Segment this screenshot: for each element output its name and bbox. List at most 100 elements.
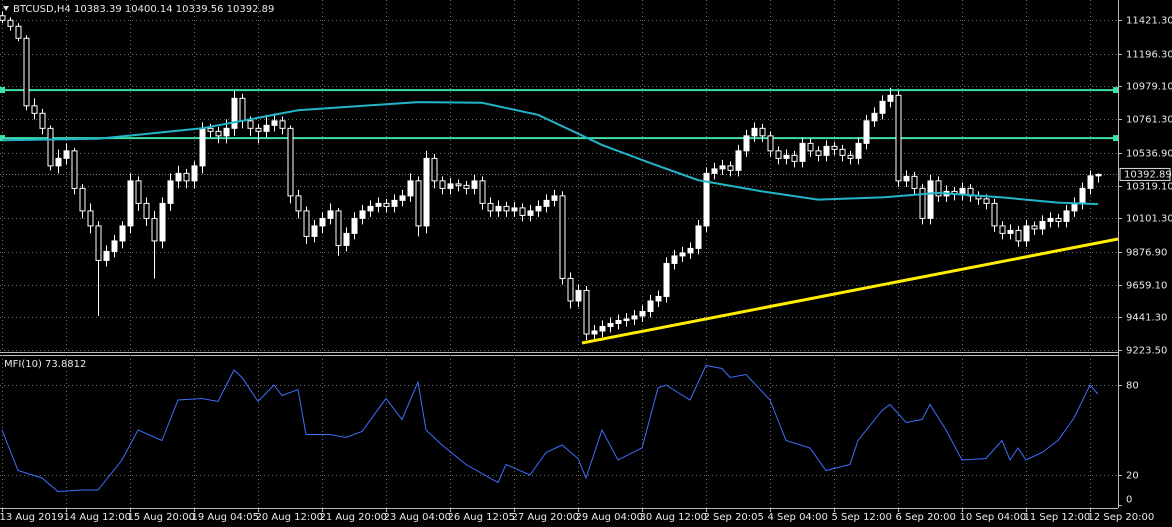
candle-body [199,127,206,167]
candle-body [903,175,910,182]
candle-body [391,199,398,207]
candle-body [735,150,742,171]
indicator-title: MFI(10) 73.8812 [4,359,86,370]
candle-body [303,210,310,237]
candle-body [727,165,734,171]
candle-body [607,322,614,327]
candle-body [1007,229,1014,234]
candle-body [103,250,110,261]
candle-body [79,187,86,212]
level-handle [0,87,5,94]
candle-body [447,183,454,189]
candle-body [1039,220,1046,230]
candle-body [159,202,166,242]
candle-body [919,187,926,219]
candle-body [95,225,102,261]
x-tick-label: 13 Aug 2019 [0,512,64,523]
candle-body [271,120,278,126]
candle-body [143,202,150,219]
last-price-label: 10392.89 [1124,169,1172,180]
candle-body [263,124,270,132]
candle-body [1023,225,1030,242]
candle-body [0,15,6,21]
x-tick-label: 29 Aug 04:00 [576,512,643,523]
mfi-line [1,364,1099,493]
level-handle [1113,87,1118,94]
candle-body [863,120,870,144]
candle-body [87,210,94,227]
candle-body [511,207,518,212]
candle-body [1015,229,1022,242]
candle-body [311,225,318,237]
trendline [581,237,1119,345]
last-price-box [1119,167,1171,181]
candle-body [487,202,494,212]
candle-body [343,232,350,246]
candle-body [407,180,414,197]
candle-body [671,255,678,264]
candle-body [911,175,918,189]
x-tick-label: 23 Aug 04:00 [384,512,451,523]
candle-body [423,157,430,227]
candle-body [119,225,126,242]
y-tick-label: 0 [1126,495,1132,506]
y-tick-label: 20 [1126,471,1139,482]
candle-body [831,145,838,150]
y-tick-label: 10761.30 [1126,115,1172,126]
candle-body [31,105,38,114]
candle-body [759,127,766,137]
candle-body [551,195,558,201]
candle-body [111,240,118,252]
candle-body [279,120,286,129]
candle-body [495,205,502,212]
candle-body [999,225,1006,234]
candle-body [887,94,894,102]
y-tick-label: 10101.30 [1126,214,1172,225]
candle-body [1087,175,1094,189]
candle-body [519,207,526,216]
candle-body [15,25,22,39]
candle-body [431,157,438,182]
candle-body [287,127,294,197]
candle-body [775,150,782,159]
candle-body [527,210,534,216]
candle-body [631,315,638,320]
y-tick-label: 10979.10 [1126,82,1172,93]
candle-body [7,19,14,27]
candle-body [207,127,214,132]
candle-body [991,202,998,227]
candle-body [879,100,886,114]
candle-body [1063,210,1070,222]
candle-body [655,295,662,302]
candle-body [175,172,182,182]
candle-body [231,97,238,129]
y-tick-label: 10536.90 [1126,149,1172,160]
x-tick-label: 26 Aug 12:05 [448,512,515,523]
candle-body [559,195,566,279]
candle-body [1071,202,1078,212]
y-tick-label: 9223.50 [1126,346,1167,357]
candle-body [1095,173,1102,177]
candle-body [183,172,190,182]
candle-body [23,37,30,107]
level-handle [0,135,5,142]
candle-body [415,180,422,227]
candle-body [191,165,198,182]
candle-body [839,148,846,156]
candle-body [319,217,326,227]
candle-body [687,247,694,254]
candle-body [543,199,550,207]
candle-body [71,150,78,189]
candle-body [1079,187,1086,204]
x-tick-label: 10 Sep 04:00 [960,512,1027,523]
candle-body [167,180,174,204]
candle-body [255,127,262,132]
candle-body [583,289,590,335]
candle-body [871,112,878,122]
candle-body [47,127,54,167]
candle-body [767,135,774,152]
candle-body [895,94,902,182]
y-tick-label: 11421.30 [1126,16,1172,27]
candle-body [807,142,814,152]
